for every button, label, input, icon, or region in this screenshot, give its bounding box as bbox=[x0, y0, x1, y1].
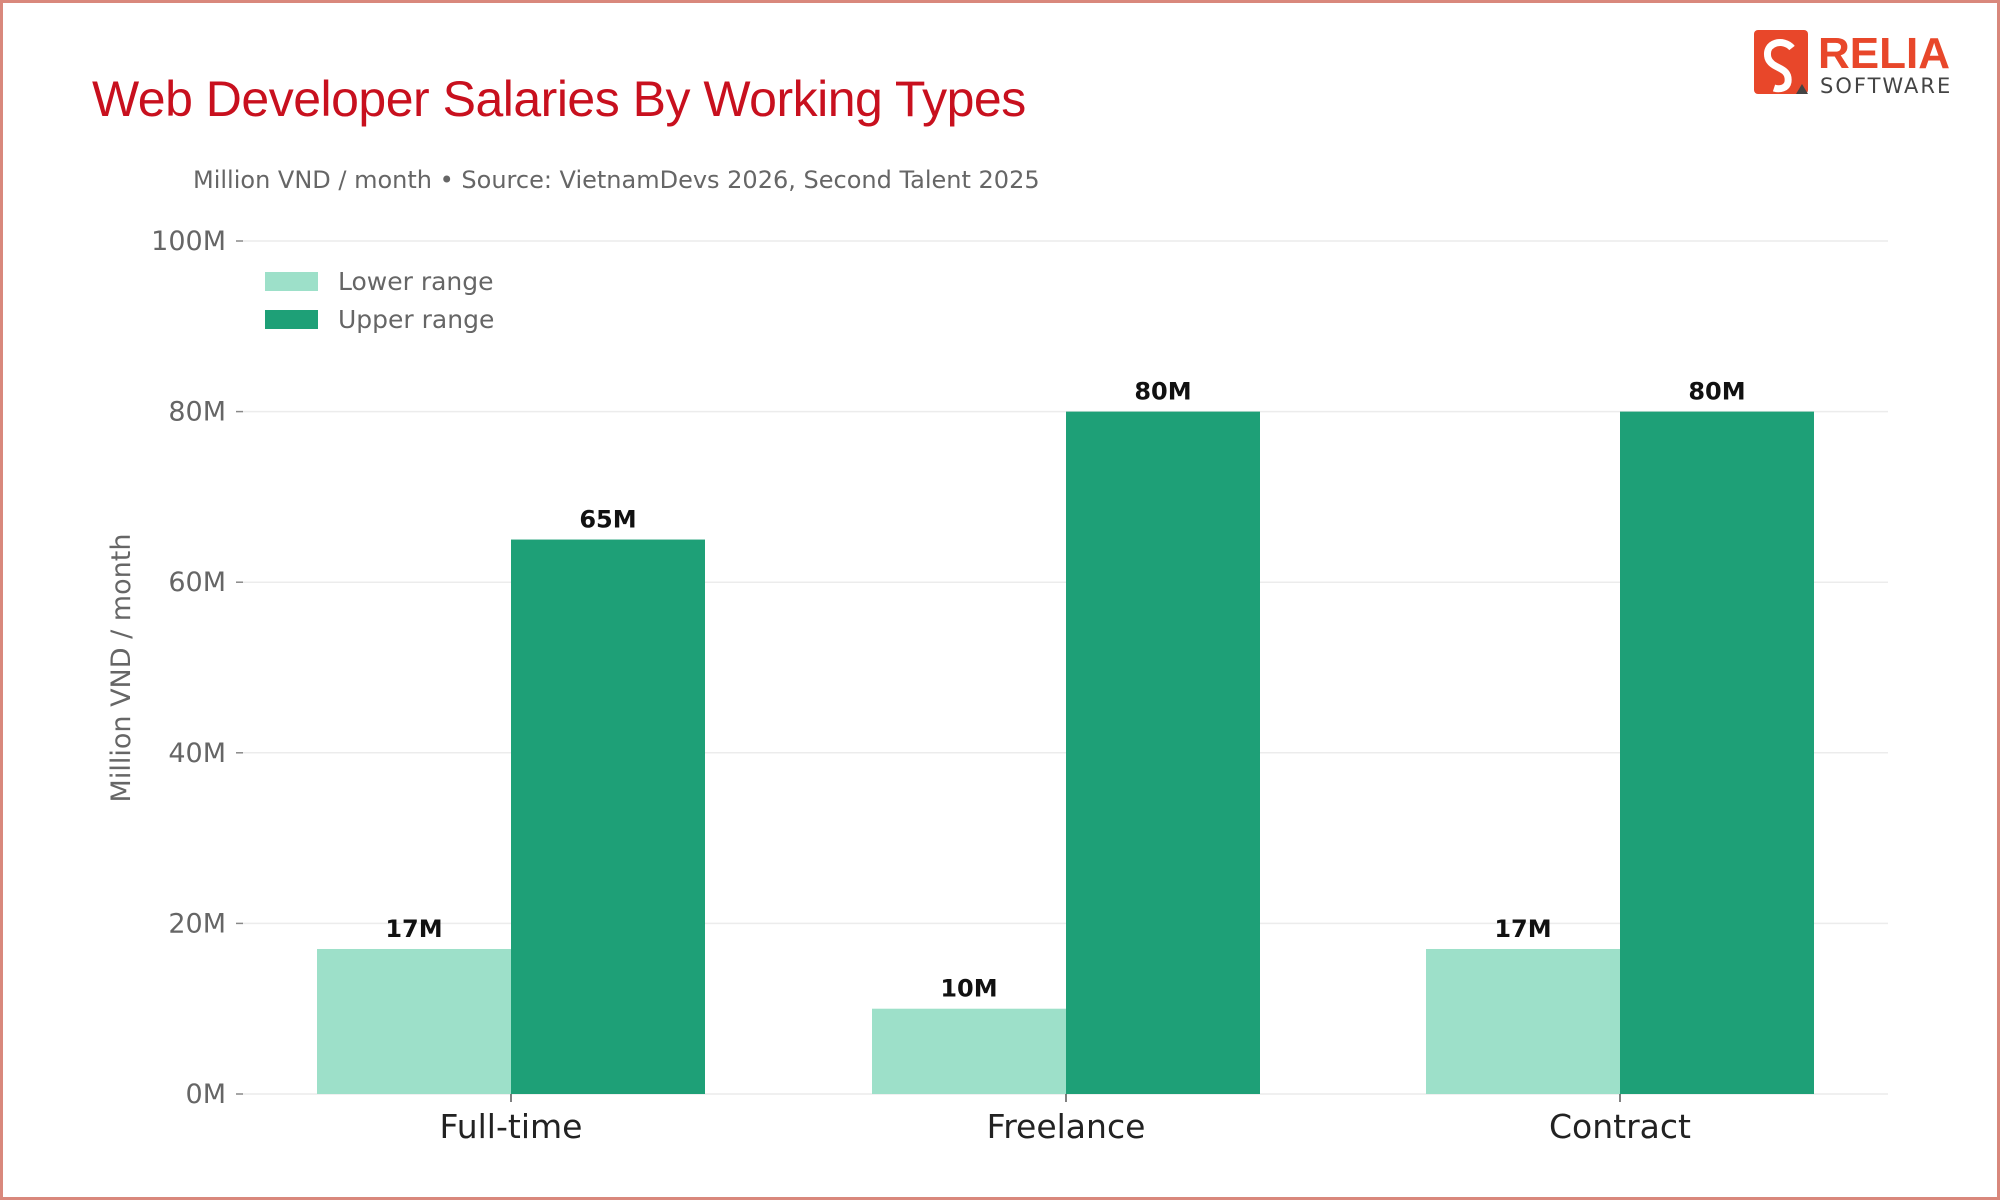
y-axis-label: Million VND / month bbox=[106, 534, 137, 803]
data-label: 17M bbox=[385, 915, 442, 943]
legend-label-lower: Lower range bbox=[338, 266, 494, 296]
y-tick-label: 80M bbox=[168, 397, 226, 428]
y-tick-label: 60M bbox=[168, 567, 226, 598]
relia-software-logo: RELIA SOFTWARE bbox=[1754, 29, 1974, 98]
data-label: 80M bbox=[1688, 378, 1745, 406]
chart-title: Web Developer Salaries By Working Types bbox=[92, 71, 1026, 127]
bar-lower bbox=[317, 948, 511, 1094]
x-tick-label: Full-time bbox=[440, 1107, 583, 1146]
x-tick-label: Contract bbox=[1549, 1107, 1691, 1146]
x-tick-label: Freelance bbox=[987, 1107, 1146, 1146]
svg-text:RELIA: RELIA bbox=[1818, 30, 1950, 78]
bar-lower bbox=[872, 1008, 1066, 1094]
data-label: 10M bbox=[940, 975, 997, 1003]
y-tick-label: 100M bbox=[151, 226, 226, 257]
legend: Lower range Upper range bbox=[265, 262, 494, 338]
bar-upper bbox=[511, 539, 705, 1094]
y-tick-label: 20M bbox=[168, 908, 226, 939]
legend-item-lower: Lower range bbox=[265, 262, 494, 300]
data-label: 17M bbox=[1494, 915, 1551, 943]
svg-text:SOFTWARE: SOFTWARE bbox=[1820, 74, 1952, 96]
bar-upper bbox=[1620, 411, 1814, 1095]
legend-label-upper: Upper range bbox=[338, 304, 495, 334]
chart-subtitle: Million VND / month • Source: VietnamDev… bbox=[193, 166, 1040, 194]
data-label: 65M bbox=[579, 506, 636, 534]
y-tick-label: 0M bbox=[186, 1079, 226, 1110]
legend-swatch-lower bbox=[265, 271, 318, 291]
legend-item-upper: Upper range bbox=[265, 300, 494, 338]
y-tick-label: 40M bbox=[168, 738, 226, 769]
bar-lower bbox=[1426, 948, 1620, 1094]
bar-upper bbox=[1066, 411, 1260, 1095]
legend-swatch-upper bbox=[265, 309, 318, 329]
data-label: 80M bbox=[1134, 378, 1191, 406]
